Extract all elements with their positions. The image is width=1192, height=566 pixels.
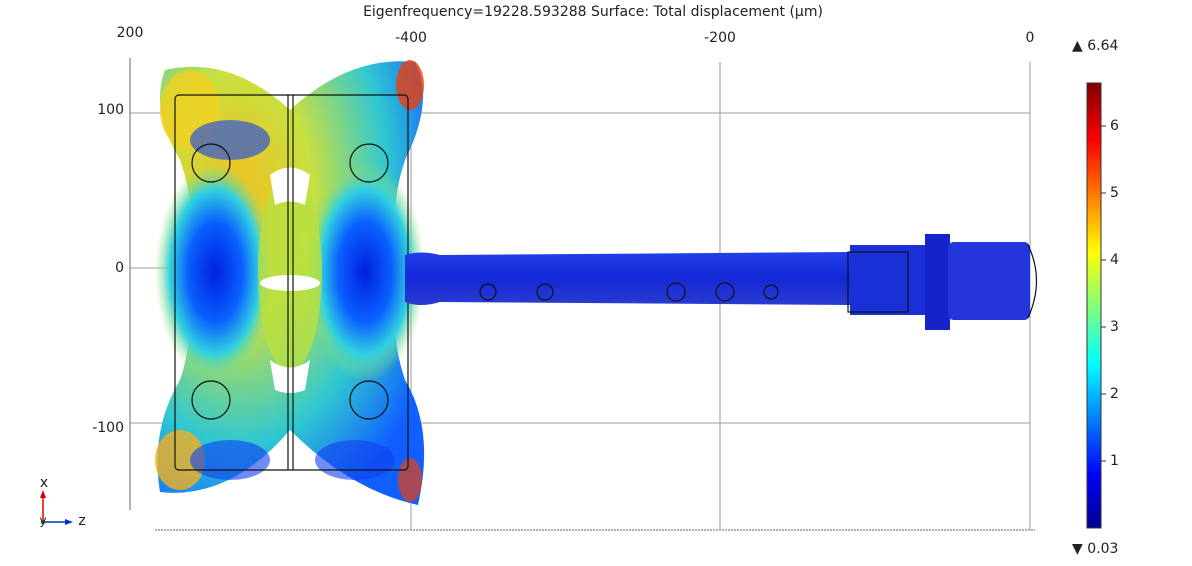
corner-label: 200 [117,25,144,41]
axis-triad [40,490,73,525]
colorbar-max: ▲ 6.64 [1072,38,1118,54]
triad-z: z [78,513,85,529]
plot-title: Eigenfrequency=19228.593288 Surface: Tot… [363,4,823,20]
horn-shaft [405,234,1037,330]
colorbar-tick-label: 2 [1110,386,1119,402]
triad-x: x [40,475,48,491]
colorbar-tick-label: 3 [1110,319,1119,335]
colorbar-tick-label: 4 [1110,252,1119,268]
x-tick-label: -200 [704,30,736,46]
x-tick-label: 0 [1026,30,1035,46]
y-tick-label: 0 [115,260,124,276]
resonator-body [155,60,425,505]
triad-y: y [39,514,46,528]
y-tick-label: 100 [97,102,124,118]
colorbar-tick-label: 5 [1110,185,1119,201]
colorbar-min: ▼ 0.03 [1072,541,1118,557]
colorbar-tick-label: 1 [1110,453,1119,469]
colorbar [1086,82,1102,529]
y-tick-label: -100 [92,420,124,436]
x-tick-label: -400 [395,30,427,46]
colorbar-tick-label: 6 [1110,118,1119,134]
